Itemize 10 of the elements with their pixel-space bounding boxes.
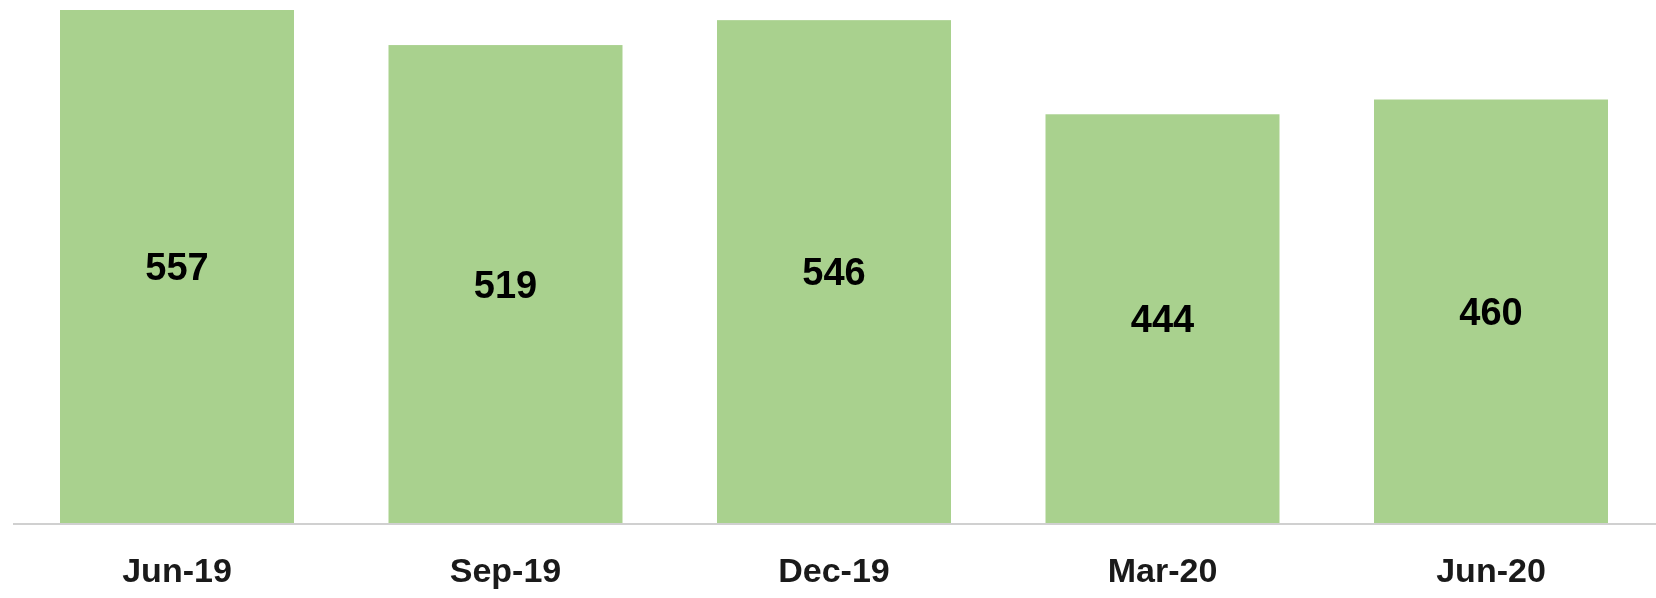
x-tick-label: Jun-19 xyxy=(122,551,232,589)
data-label: 444 xyxy=(1130,298,1195,341)
x-tick-label: Mar-20 xyxy=(1107,551,1218,589)
data-label: 546 xyxy=(802,251,866,294)
x-tick-label: Jun-20 xyxy=(1436,551,1546,589)
data-label: 519 xyxy=(473,263,538,306)
data-label: 460 xyxy=(1459,290,1523,333)
data-label: 557 xyxy=(145,246,209,288)
x-tick-label: Sep-19 xyxy=(449,551,562,589)
x-tick-label: Dec-19 xyxy=(778,551,890,589)
